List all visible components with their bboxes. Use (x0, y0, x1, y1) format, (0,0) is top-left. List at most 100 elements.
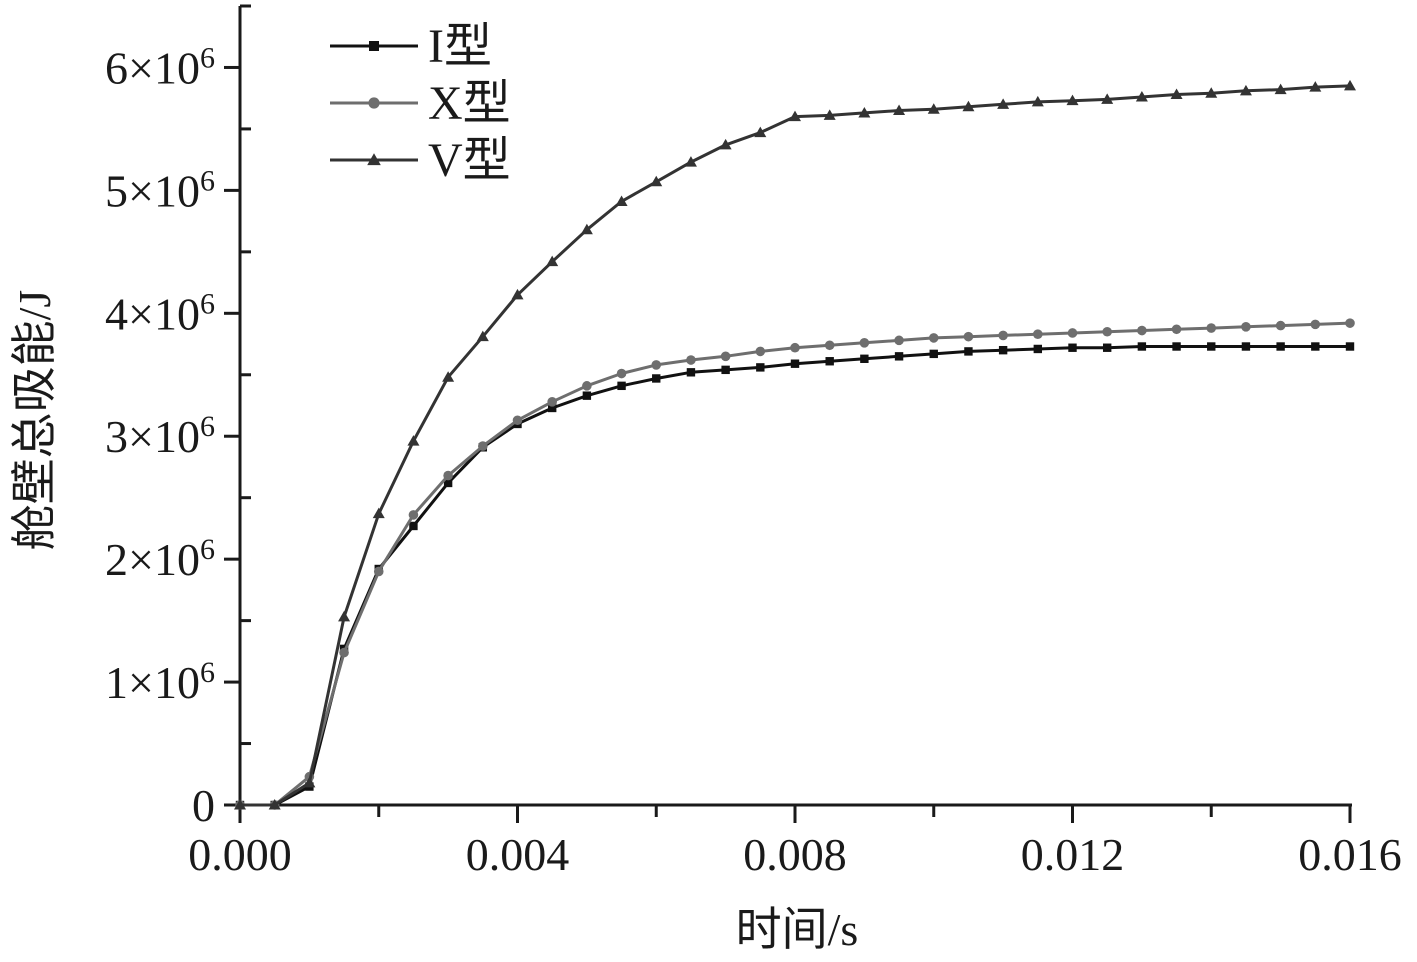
data-point (825, 357, 834, 366)
data-point (894, 335, 904, 346)
data-point (1101, 93, 1114, 104)
data-point (997, 98, 1010, 109)
data-point (998, 345, 1008, 355)
data-point (929, 349, 938, 359)
data-point (684, 156, 697, 167)
data-point (652, 374, 661, 383)
data-point (790, 359, 800, 368)
data-point (1239, 84, 1252, 96)
data-point (443, 478, 453, 488)
data-point (650, 175, 663, 187)
data-point (1137, 325, 1147, 336)
legend-marker (368, 97, 380, 109)
data-point (651, 360, 662, 370)
data-point (476, 330, 489, 342)
data-point (1311, 342, 1320, 351)
data-point (719, 138, 732, 150)
data-point (1276, 342, 1285, 351)
data-point (964, 347, 973, 356)
data-point (303, 776, 316, 788)
x-tick-label: 0.012 (1021, 829, 1125, 880)
data-point (1275, 320, 1286, 331)
data-point (443, 470, 453, 481)
data-point (1241, 342, 1251, 351)
data-point (1102, 326, 1112, 337)
data-point (1310, 319, 1321, 330)
y-tick-label: 2×106 (105, 533, 215, 586)
data-point (372, 507, 385, 519)
data-point (616, 368, 627, 379)
x-tick-label: 0.004 (466, 829, 570, 880)
data-point (1102, 343, 1112, 352)
y-tick-label: 3×106 (105, 410, 215, 463)
data-point (547, 397, 557, 407)
x-tick-label: 0.008 (743, 829, 847, 880)
data-point (442, 371, 455, 382)
data-point (1170, 88, 1183, 100)
series-1 (235, 342, 1355, 810)
data-point (547, 403, 557, 413)
data-point (408, 510, 419, 520)
series-line (240, 321, 1351, 807)
data-point (686, 368, 696, 377)
data-point (858, 106, 871, 118)
data-point (1172, 342, 1181, 351)
axes: 0.000 0.004 0.008 0.012 0.016 0 1×106 2×106 3×10… (105, 4, 1402, 880)
data-point (1137, 342, 1147, 351)
x-tick-label: 0.000 (188, 829, 292, 880)
y-tick-label: 1×106 (105, 656, 215, 709)
data-point (1033, 344, 1043, 354)
series-layer (234, 79, 1356, 810)
x-axis-title: 时间/s (736, 904, 859, 955)
data-point (824, 340, 835, 351)
series-3 (234, 79, 1356, 810)
y-tick-label: 5×106 (105, 164, 215, 217)
data-point (1344, 79, 1356, 91)
y-tick-label: 6×106 (105, 41, 215, 94)
data-point (963, 331, 974, 342)
data-point (894, 352, 904, 361)
legend-marker (369, 41, 379, 51)
data-point (582, 391, 592, 400)
y-axis-title: 舱壁总吸能/J (9, 290, 60, 551)
data-point (580, 223, 593, 235)
data-point (789, 110, 801, 122)
data-point (1068, 343, 1077, 352)
series-line (240, 345, 1350, 807)
data-point (546, 255, 559, 267)
data-point (582, 381, 592, 391)
data-point (754, 126, 767, 138)
data-point (928, 333, 939, 343)
data-point (686, 355, 696, 365)
legend-label: I型 (428, 20, 492, 73)
data-point (1345, 318, 1355, 328)
data-point (859, 338, 870, 348)
data-point (512, 415, 523, 426)
legend-entry: X型 (330, 77, 511, 130)
data-point (1033, 329, 1043, 340)
data-point (234, 799, 246, 810)
data-point (338, 610, 351, 622)
legend-marker (367, 153, 381, 166)
data-point (409, 521, 418, 531)
data-point (790, 342, 800, 353)
data-point (962, 100, 975, 112)
legend-entry: V型 (330, 134, 511, 187)
series-2 (235, 318, 1355, 810)
data-point (1031, 95, 1044, 107)
data-point (755, 346, 766, 357)
data-point (927, 103, 940, 114)
data-point (998, 330, 1008, 341)
y-tick-label: 4×106 (105, 287, 215, 340)
data-point (1171, 324, 1182, 335)
data-point (756, 363, 765, 372)
data-point (860, 354, 869, 363)
data-point (407, 435, 420, 446)
data-point (1066, 94, 1079, 106)
legend-label: V型 (428, 134, 511, 187)
data-point (339, 647, 349, 658)
data-point (1206, 323, 1217, 333)
data-point (720, 351, 731, 362)
data-point (893, 104, 906, 115)
